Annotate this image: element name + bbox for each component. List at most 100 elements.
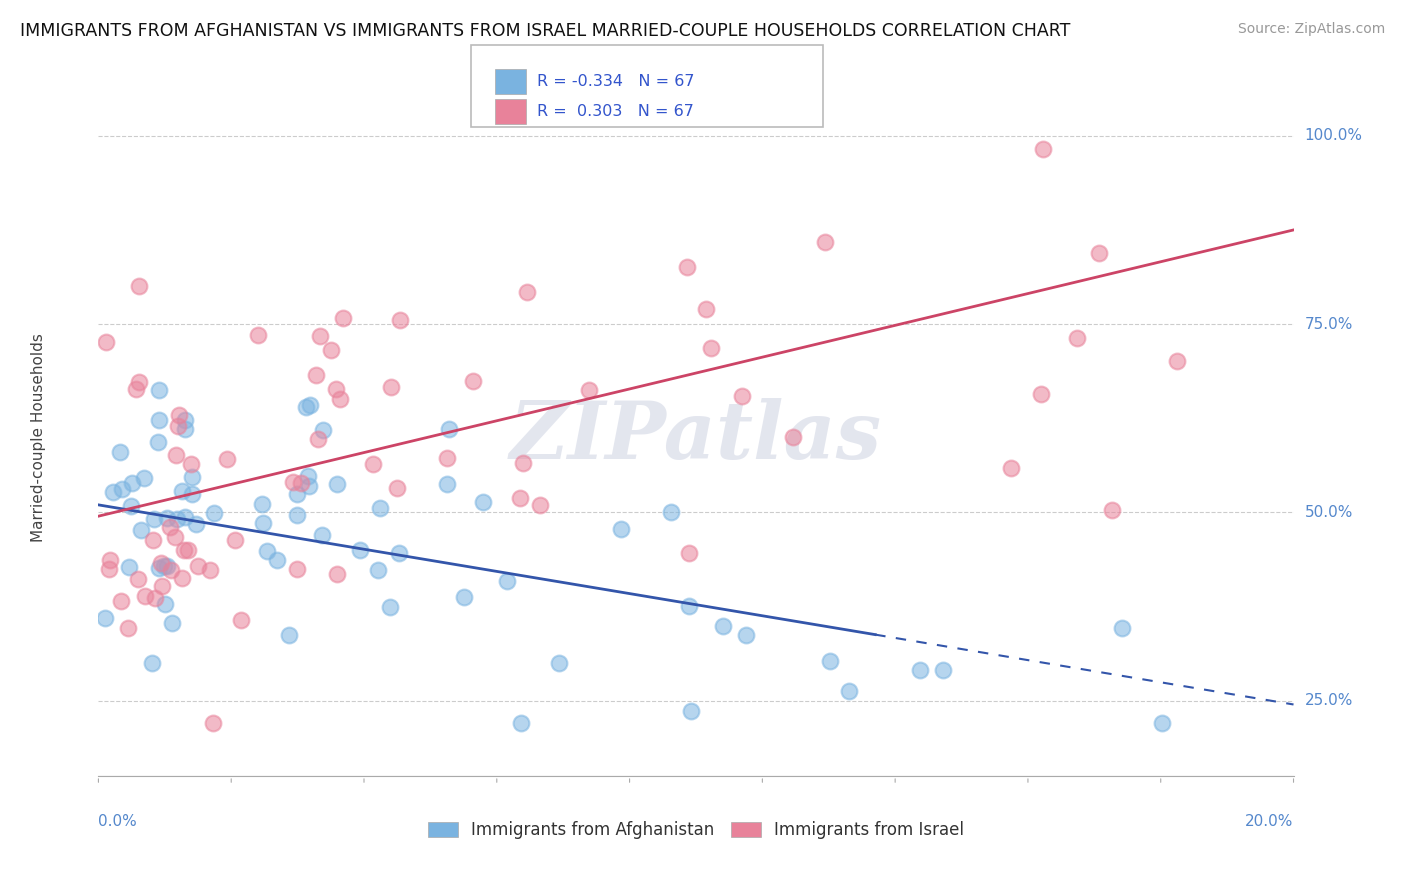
Point	[304, 368, 326, 382]
Point	[187, 558, 209, 573]
Point	[676, 260, 699, 274]
Point	[367, 562, 389, 576]
Point	[103, 485, 125, 500]
Text: 0.0%: 0.0%	[98, 814, 138, 829]
Point	[148, 383, 170, 397]
Point	[299, 398, 322, 412]
Point	[120, 499, 142, 513]
Point	[184, 517, 207, 532]
Point	[529, 498, 551, 512]
Point	[368, 501, 391, 516]
Point	[143, 591, 166, 605]
Point	[711, 618, 734, 632]
Point	[659, 506, 682, 520]
Text: 100.0%: 100.0%	[1305, 128, 1362, 144]
Point	[1066, 331, 1088, 345]
Point	[681, 704, 703, 718]
Point	[177, 543, 200, 558]
Point	[163, 530, 186, 544]
Point	[297, 469, 319, 483]
Point	[1111, 621, 1133, 635]
Point	[124, 382, 146, 396]
Point	[332, 310, 354, 325]
Point	[735, 628, 758, 642]
Point	[285, 561, 308, 575]
Point	[1032, 142, 1054, 156]
Point	[200, 563, 222, 577]
Point	[361, 457, 384, 471]
Point	[118, 560, 141, 574]
Point	[160, 563, 183, 577]
Point	[128, 375, 150, 389]
Text: ZIPatlas: ZIPatlas	[510, 399, 882, 475]
Point	[283, 475, 305, 490]
Point	[148, 561, 170, 575]
Point	[290, 475, 312, 490]
Point	[96, 335, 118, 350]
Point	[98, 552, 121, 566]
Point	[278, 628, 301, 642]
Text: R = -0.334   N = 67: R = -0.334 N = 67	[537, 74, 695, 88]
Point	[247, 328, 270, 343]
Point	[319, 343, 342, 357]
Point	[516, 285, 538, 299]
Point	[156, 558, 179, 573]
Point	[153, 559, 176, 574]
Point	[110, 482, 132, 496]
Point	[108, 444, 131, 458]
Point	[910, 663, 932, 677]
Point	[1000, 461, 1022, 475]
Point	[160, 615, 183, 630]
Point	[150, 579, 173, 593]
Point	[174, 510, 197, 524]
Point	[121, 476, 143, 491]
Point	[127, 572, 149, 586]
Point	[931, 663, 953, 677]
Point	[1166, 354, 1188, 368]
Point	[252, 516, 274, 530]
Point	[146, 435, 169, 450]
Point	[700, 341, 723, 355]
Point	[142, 533, 165, 547]
Point	[167, 408, 190, 422]
Point	[678, 546, 700, 560]
Point	[148, 413, 170, 427]
Point	[311, 527, 333, 541]
Point	[453, 590, 475, 604]
Point	[385, 481, 408, 495]
Point	[156, 511, 179, 525]
Point	[329, 392, 352, 406]
Point	[149, 557, 172, 571]
Point	[389, 313, 412, 327]
Point	[814, 235, 837, 249]
Point	[94, 611, 117, 625]
Point	[463, 374, 485, 388]
Point	[309, 329, 332, 343]
Point	[818, 654, 841, 668]
Point	[1088, 246, 1111, 260]
Point	[349, 543, 371, 558]
Point	[141, 656, 163, 670]
Point	[224, 533, 246, 547]
Point	[132, 471, 155, 485]
Point	[439, 422, 461, 436]
Point	[472, 495, 495, 509]
Point	[838, 684, 860, 698]
Point	[695, 302, 717, 317]
Point	[512, 456, 534, 470]
Point	[172, 484, 194, 499]
Point	[256, 543, 278, 558]
Point	[167, 418, 190, 433]
Point	[134, 589, 156, 603]
Point	[231, 613, 253, 627]
Point	[181, 487, 204, 501]
Point	[325, 476, 347, 491]
Text: 20.0%: 20.0%	[1246, 814, 1294, 829]
Point	[312, 423, 335, 437]
Text: Source: ZipAtlas.com: Source: ZipAtlas.com	[1237, 22, 1385, 37]
Text: Married-couple Households: Married-couple Households	[31, 333, 46, 541]
Point	[129, 523, 152, 537]
Point	[436, 477, 458, 491]
Point	[1101, 503, 1123, 517]
Point	[173, 413, 195, 427]
